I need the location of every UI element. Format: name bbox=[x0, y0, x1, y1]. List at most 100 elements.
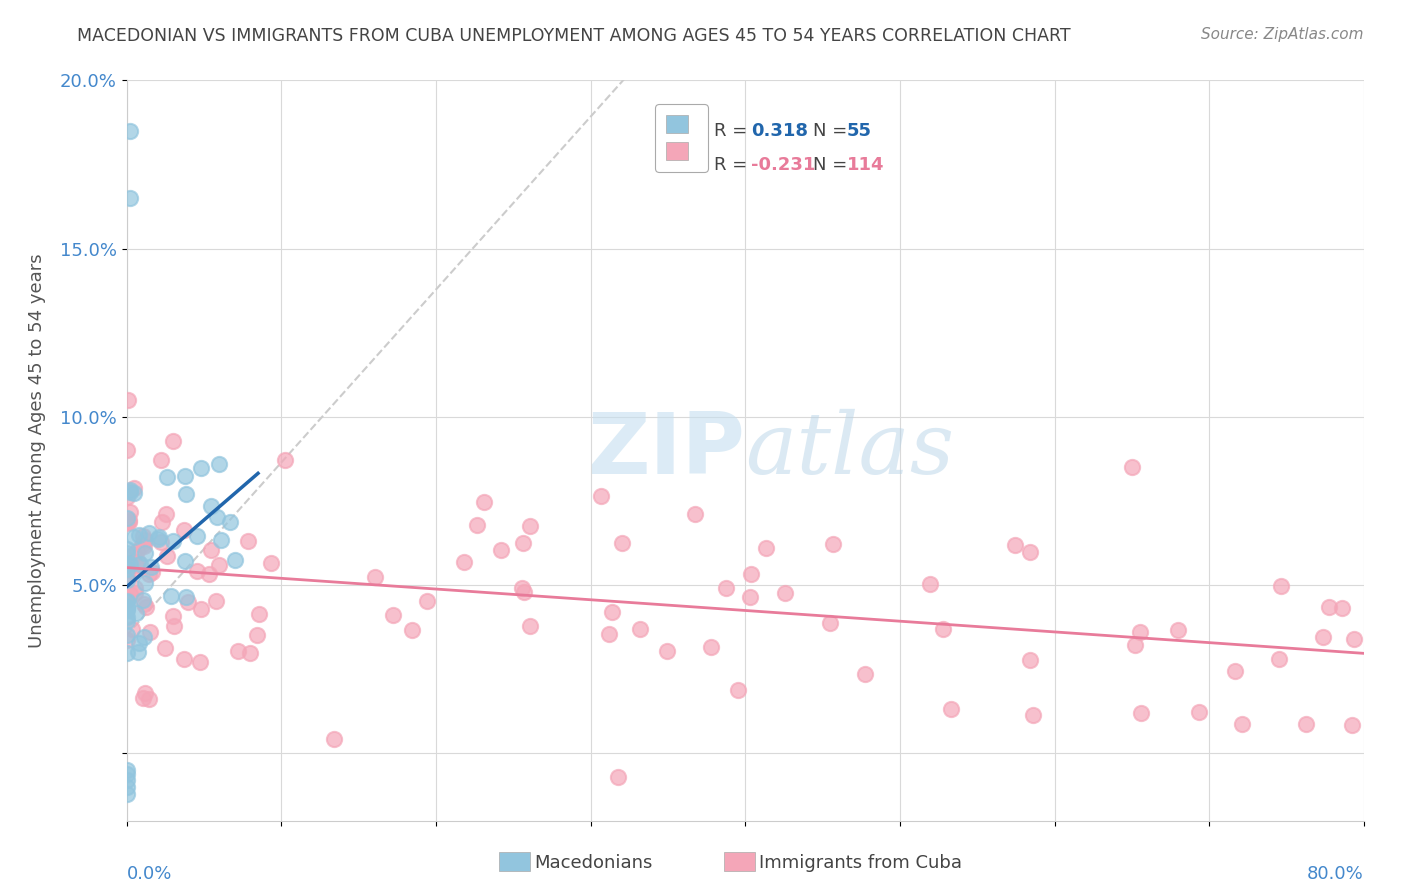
Point bbox=[700, 640, 723, 654]
Point bbox=[612, 536, 634, 550]
Point bbox=[132, 539, 155, 553]
Point bbox=[510, 581, 533, 595]
Point bbox=[1188, 705, 1211, 719]
Point bbox=[156, 549, 179, 564]
Point bbox=[148, 530, 170, 544]
Point bbox=[207, 510, 229, 524]
Point bbox=[245, 628, 267, 642]
Point bbox=[416, 593, 439, 607]
Text: Macedonians: Macedonians bbox=[534, 854, 652, 871]
Point bbox=[115, 787, 138, 801]
Point bbox=[128, 636, 150, 650]
Point bbox=[115, 595, 138, 609]
Point bbox=[115, 566, 138, 581]
Point bbox=[727, 683, 749, 698]
Point bbox=[115, 646, 138, 660]
Point bbox=[186, 529, 208, 543]
Point bbox=[628, 622, 651, 636]
Point bbox=[150, 453, 173, 467]
Point bbox=[818, 615, 841, 630]
Point bbox=[121, 622, 143, 636]
Point bbox=[118, 124, 141, 138]
Point bbox=[173, 651, 195, 665]
Point bbox=[118, 483, 141, 497]
Point bbox=[115, 443, 138, 458]
Point bbox=[118, 484, 141, 499]
Point bbox=[124, 586, 146, 600]
Point bbox=[1121, 460, 1143, 475]
Text: N =: N = bbox=[813, 156, 853, 175]
Point bbox=[128, 528, 150, 542]
Point bbox=[239, 647, 262, 661]
Point bbox=[134, 575, 156, 590]
Point bbox=[519, 619, 541, 633]
Point bbox=[115, 573, 138, 587]
Point bbox=[1019, 653, 1042, 667]
Point bbox=[190, 602, 212, 616]
Point bbox=[208, 458, 231, 472]
Point bbox=[127, 645, 149, 659]
Point bbox=[150, 535, 173, 549]
Point bbox=[512, 535, 534, 549]
Point bbox=[132, 597, 155, 611]
Point bbox=[941, 702, 963, 716]
Point bbox=[174, 554, 197, 568]
Point bbox=[128, 557, 150, 571]
Point bbox=[115, 780, 138, 794]
Point bbox=[740, 567, 762, 582]
Point bbox=[127, 544, 149, 558]
Point bbox=[932, 622, 955, 636]
Point bbox=[138, 692, 160, 706]
Point bbox=[1230, 716, 1253, 731]
Text: 114: 114 bbox=[846, 156, 884, 175]
Point bbox=[1130, 706, 1153, 720]
Point bbox=[118, 513, 141, 527]
Point bbox=[160, 589, 183, 603]
Point bbox=[1268, 652, 1291, 666]
Point bbox=[115, 766, 138, 780]
Point bbox=[591, 489, 613, 503]
Point bbox=[1223, 664, 1246, 678]
Point bbox=[208, 558, 231, 573]
Point bbox=[132, 528, 155, 542]
Point bbox=[472, 495, 495, 509]
Point bbox=[200, 499, 222, 513]
Point bbox=[176, 595, 198, 609]
Point bbox=[200, 542, 222, 557]
Point bbox=[685, 508, 707, 522]
Point bbox=[186, 564, 208, 578]
Point bbox=[134, 546, 156, 560]
Point bbox=[1019, 545, 1042, 559]
Point bbox=[132, 691, 155, 706]
Point bbox=[174, 469, 197, 483]
Point bbox=[714, 581, 737, 595]
Point bbox=[115, 600, 138, 615]
Point bbox=[115, 594, 138, 608]
Point bbox=[918, 577, 941, 591]
Point bbox=[755, 541, 778, 556]
Point bbox=[115, 614, 138, 628]
Text: Source: ZipAtlas.com: Source: ZipAtlas.com bbox=[1201, 27, 1364, 42]
Point bbox=[1270, 579, 1292, 593]
Point bbox=[1317, 599, 1340, 614]
Point bbox=[118, 191, 141, 205]
Point bbox=[1295, 717, 1317, 731]
Point bbox=[115, 516, 138, 530]
Point bbox=[115, 610, 138, 624]
Point bbox=[162, 434, 184, 449]
Text: ZIP: ZIP bbox=[588, 409, 745, 492]
Point bbox=[115, 773, 138, 788]
Point bbox=[134, 533, 156, 547]
Point bbox=[738, 590, 761, 604]
Point bbox=[115, 511, 138, 525]
Point bbox=[174, 590, 197, 604]
Point bbox=[853, 666, 876, 681]
Point bbox=[124, 581, 146, 595]
Point bbox=[453, 555, 475, 569]
Point bbox=[118, 558, 141, 572]
Point bbox=[606, 770, 628, 784]
Point bbox=[118, 505, 141, 519]
Point bbox=[121, 564, 143, 578]
Point bbox=[226, 644, 249, 658]
Point bbox=[598, 627, 620, 641]
